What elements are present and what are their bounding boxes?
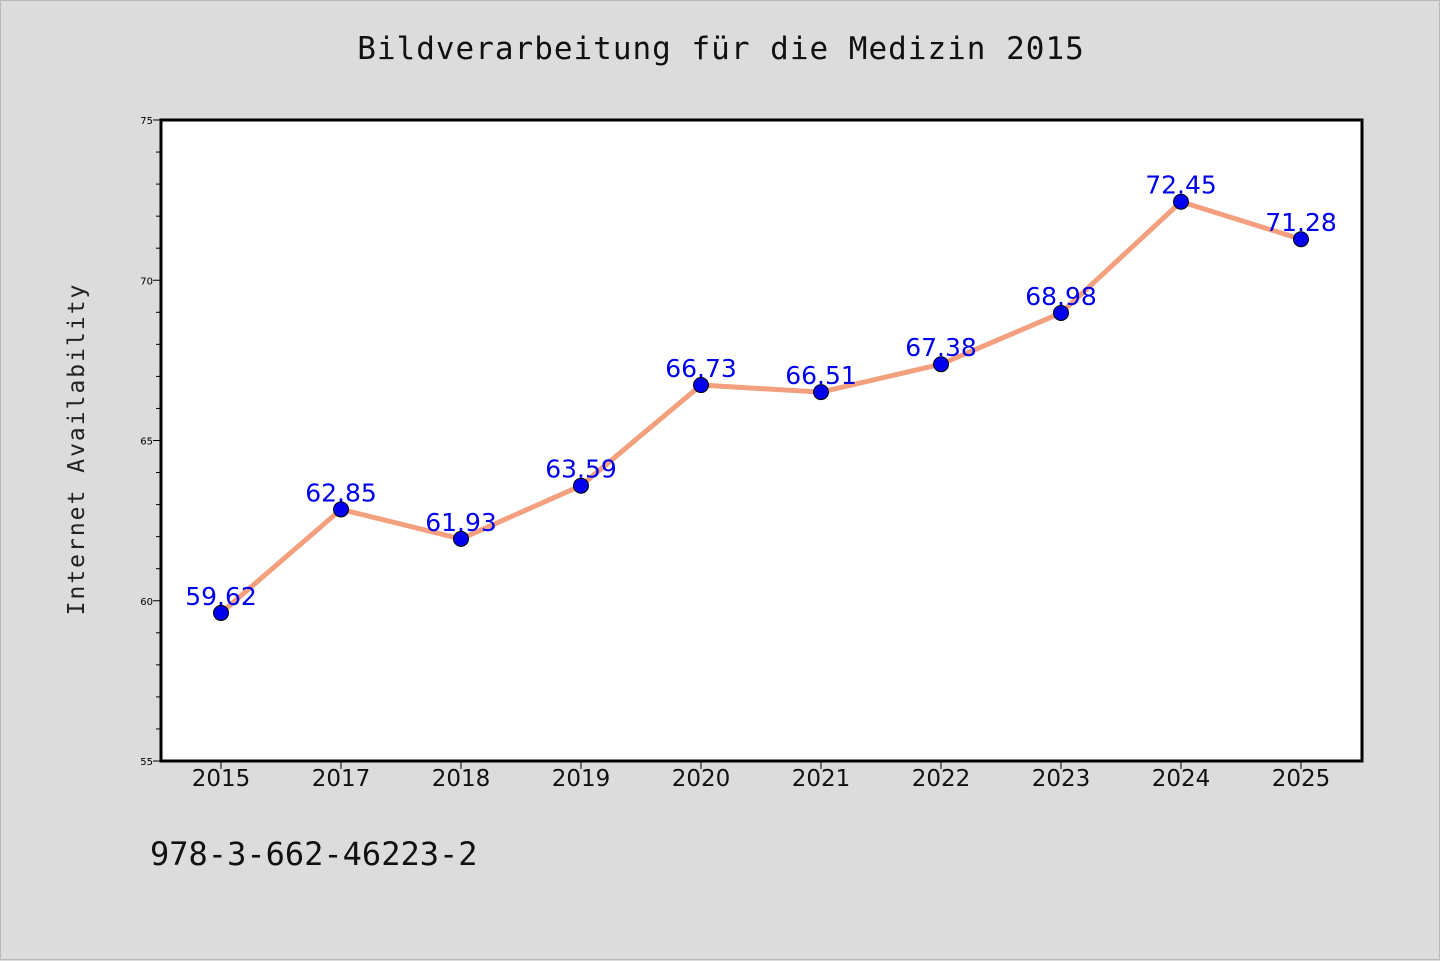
series-line [218, 199, 1304, 616]
data-label: 71.28 [1265, 208, 1337, 237]
y-tick-label: 65 [140, 437, 153, 448]
data-label: 68.98 [1025, 282, 1097, 311]
data-label: 63.59 [545, 455, 617, 484]
data-point [1293, 231, 1309, 248]
chart-title: Bildverarbeitung für die Medizin 2015 [357, 31, 1085, 67]
y-tick-label: 70 [140, 276, 153, 287]
x-tick-label: 2018 [432, 766, 491, 792]
y-tick-label: 55 [140, 757, 153, 768]
x-tick-label: 2019 [552, 766, 611, 792]
x-tick-label: 2024 [1152, 766, 1211, 792]
data-label: 66.73 [665, 354, 737, 383]
data-point [1053, 304, 1069, 321]
y-tick-label: 60 [140, 597, 153, 608]
x-tick-label: 2023 [1032, 766, 1091, 792]
data-point [453, 530, 469, 547]
data-label: 62.85 [305, 478, 377, 507]
y-tick-label: 75 [140, 116, 153, 127]
data-point [213, 604, 229, 621]
data-point [333, 501, 349, 518]
data-point [573, 477, 589, 494]
x-tick-label: 2022 [912, 766, 971, 792]
data-label: 72.45 [1145, 171, 1217, 200]
plot-area [159, 118, 1364, 763]
data-label: 59.62 [185, 582, 257, 611]
data-label: 67.38 [905, 333, 977, 362]
x-tick-label: 2025 [1272, 766, 1331, 792]
x-tick-label: 2020 [672, 766, 731, 792]
x-tick-label: 2021 [792, 766, 851, 792]
data-point [1173, 193, 1189, 210]
isbn-text: 978-3-662-46223-2 [150, 835, 478, 873]
data-point [813, 384, 829, 401]
data-point [933, 356, 949, 373]
data-label: 61.93 [425, 508, 497, 537]
data-label: 66.51 [785, 361, 857, 390]
data-point [693, 377, 709, 394]
x-tick-label: 2017 [312, 766, 371, 792]
x-tick-label: 2015 [192, 766, 251, 792]
